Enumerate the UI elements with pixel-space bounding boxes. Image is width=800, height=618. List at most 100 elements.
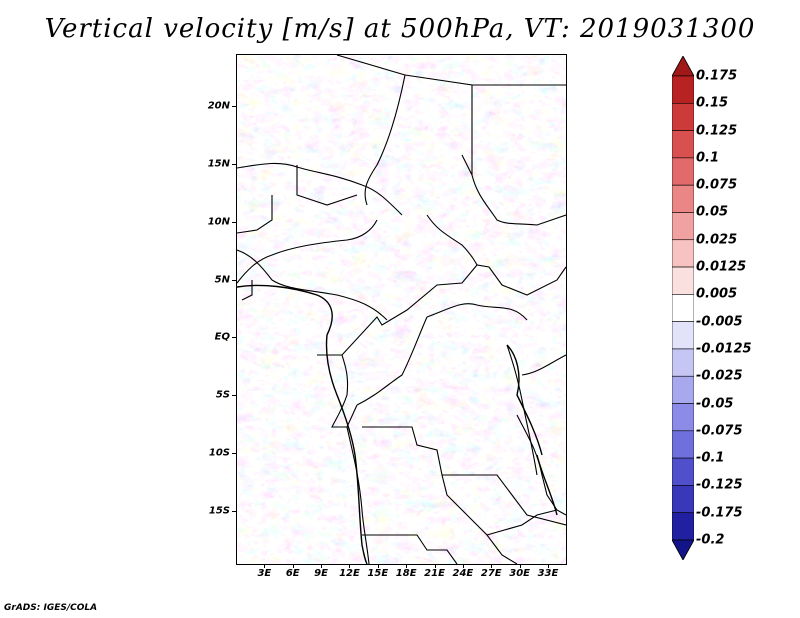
border-path bbox=[362, 534, 458, 564]
lake-shore-path bbox=[506, 344, 543, 456]
colorbar-label: 0.15 bbox=[696, 95, 729, 111]
colorbar-segment bbox=[672, 457, 694, 486]
longitude-label: 30E bbox=[509, 568, 530, 579]
latitude-label: 5N bbox=[214, 274, 230, 286]
colorbar-label: -0.05 bbox=[696, 396, 734, 412]
colorbar-label: -0.2 bbox=[696, 532, 725, 548]
latitude-tick bbox=[232, 395, 236, 397]
colorbar-segment bbox=[672, 184, 694, 213]
colorbar-segment bbox=[672, 403, 694, 432]
coastlines bbox=[237, 284, 558, 564]
longitude-label: 27E bbox=[480, 568, 502, 579]
border-path bbox=[364, 74, 406, 206]
latitude-label: 5S bbox=[215, 389, 230, 401]
border-path bbox=[237, 162, 403, 216]
latitude-label: 20N bbox=[207, 100, 230, 112]
colorbar-label: 0.1 bbox=[696, 150, 720, 166]
latitude-label: 10S bbox=[208, 447, 230, 459]
colorbar-segment bbox=[672, 239, 694, 268]
colorbar-label: -0.075 bbox=[696, 423, 743, 439]
colorbar-label: 0.125 bbox=[696, 123, 738, 139]
coastline-path bbox=[237, 284, 368, 564]
border-path bbox=[331, 354, 358, 428]
longitude-tick bbox=[519, 564, 521, 568]
colorbar-label: 0.0125 bbox=[696, 259, 747, 275]
colorbar-segment bbox=[672, 485, 694, 514]
colorbar-label: -0.125 bbox=[696, 477, 743, 493]
border-path bbox=[506, 344, 538, 476]
latitude-label: 15S bbox=[208, 505, 230, 517]
colorbar-segment bbox=[672, 102, 694, 131]
longitude-label: 15E bbox=[367, 568, 389, 579]
latitude-tick bbox=[232, 221, 236, 223]
border-path bbox=[356, 316, 428, 406]
velocity-field-map bbox=[237, 55, 566, 564]
colorbar-label: -0.025 bbox=[696, 368, 743, 384]
border-path bbox=[426, 303, 528, 321]
colorbar-segment bbox=[672, 75, 694, 104]
latitude-tick bbox=[232, 163, 236, 165]
lake-shore-path bbox=[536, 454, 558, 516]
colorbar-segment bbox=[672, 430, 694, 459]
longitude-tick bbox=[462, 564, 464, 568]
longitude-label: 9E bbox=[314, 568, 328, 579]
longitude-tick bbox=[349, 564, 351, 568]
longitude-label: 33E bbox=[537, 568, 559, 579]
border-path bbox=[516, 414, 566, 516]
longitude-tick bbox=[292, 564, 294, 568]
colorbar-segment bbox=[672, 294, 694, 322]
chart-title: Vertical velocity [m/s] at 500hPa, VT: 2… bbox=[44, 14, 756, 44]
colorbar-label: 0.005 bbox=[696, 286, 738, 302]
colorbar-bottom-arrow bbox=[672, 539, 694, 560]
longitude-tick bbox=[491, 564, 493, 568]
longitude-label: 3E bbox=[257, 568, 272, 579]
border-path bbox=[237, 219, 378, 284]
longitude-tick bbox=[406, 564, 408, 568]
colorbar-segment bbox=[672, 157, 694, 186]
colorbar-segment bbox=[672, 321, 694, 350]
colorbar-segment bbox=[672, 348, 694, 377]
longitude-tick bbox=[434, 564, 436, 568]
latitude-tick bbox=[232, 510, 236, 512]
colorbar-label: -0.175 bbox=[696, 505, 743, 521]
border-path bbox=[441, 474, 518, 564]
colorbar-top-arrow bbox=[672, 56, 694, 77]
colorbar-label: 0.025 bbox=[696, 232, 738, 248]
country-borders bbox=[237, 55, 566, 564]
latitude-label: 15N bbox=[207, 158, 230, 170]
latitude-label: EQ bbox=[214, 331, 230, 343]
colorbar-segment bbox=[672, 130, 694, 159]
latitude-tick bbox=[232, 337, 236, 339]
border-path bbox=[486, 509, 558, 536]
colorbar-segment bbox=[672, 266, 694, 295]
colorbar-segment bbox=[672, 512, 694, 541]
colorbar-segment bbox=[672, 375, 694, 404]
colorbar-label: 0.05 bbox=[696, 204, 729, 220]
latitude-label: 10N bbox=[207, 216, 230, 228]
colorbar-segment bbox=[672, 212, 694, 241]
border-path bbox=[296, 165, 358, 206]
border-path bbox=[346, 426, 370, 564]
longitude-label: 12E bbox=[339, 568, 360, 579]
longitude-tick bbox=[264, 564, 266, 568]
longitude-label: 6E bbox=[285, 568, 300, 579]
border-path bbox=[336, 55, 406, 76]
colorbar-label: -0.1 bbox=[696, 450, 725, 466]
longitude-tick bbox=[377, 564, 379, 568]
border-path bbox=[471, 174, 566, 226]
longitude-label: 21E bbox=[424, 568, 445, 579]
colorbar-label: -0.0125 bbox=[696, 341, 752, 357]
border-path bbox=[521, 354, 566, 376]
latitude-tick bbox=[232, 106, 236, 108]
longitude-label: 18E bbox=[395, 568, 417, 579]
colorbar-label: 0.075 bbox=[696, 177, 738, 193]
colorbar-label: 0.175 bbox=[696, 68, 738, 84]
colorbar-label: -0.005 bbox=[696, 314, 743, 330]
border-path bbox=[426, 214, 478, 266]
border-path bbox=[317, 264, 566, 356]
border-path bbox=[404, 74, 473, 176]
grads-credit: GrADS: IGES/COLA bbox=[4, 603, 98, 613]
longitude-tick bbox=[321, 564, 323, 568]
latitude-tick bbox=[232, 453, 236, 455]
map-panel bbox=[236, 54, 567, 565]
